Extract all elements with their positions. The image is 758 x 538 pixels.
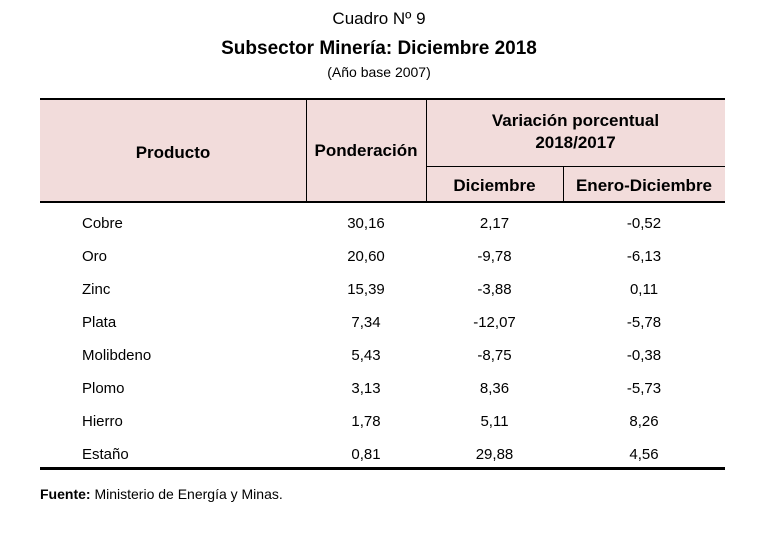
cell-diciembre: -8,75 [477,347,512,364]
cell-enero-diciembre: 8,26 [629,413,659,430]
cell-diciembre: 2,17 [479,215,510,232]
cell-producto: Plata [82,314,117,331]
header-variacion-line2: 2018/2017 [535,133,616,152]
cell-enero-diciembre: -6,13 [626,248,662,265]
cell-diciembre: -12,07 [473,314,516,331]
cell-enero-diciembre: -0,38 [626,347,662,364]
cell-enero-diciembre: 4,56 [629,446,659,463]
table-subtitle: (Año base 2007) [327,64,431,80]
table-row: Hierro 1,78 5,11 8,26 [40,407,725,440]
cell-ponderacion: 30,16 [347,215,385,232]
cell-diciembre: -3,88 [477,281,512,298]
cell-ponderacion: 20,60 [347,248,385,265]
header-divider [563,166,564,201]
table-row: Molibdeno 5,43 -8,75 -0,38 [40,341,725,374]
table-caption: Cuadro Nº 9 [332,9,426,28]
cell-producto: Hierro [82,413,123,430]
header-divider [426,100,427,201]
cell-ponderacion: 0,81 [351,446,381,463]
cell-producto: Oro [82,248,108,265]
table-row: Plomo 3,13 8,36 -5,73 [40,374,725,407]
cell-producto: Cobre [82,215,123,232]
cell-ponderacion: 1,78 [351,413,381,430]
table-header: Producto Ponderación Variación porcentua… [40,98,725,203]
header-divider [306,100,307,201]
table-row: Estaño 0,81 29,88 4,56 [40,440,725,473]
cell-producto: Estaño [82,446,129,463]
cell-producto: Plomo [82,380,125,397]
cell-enero-diciembre: -0,52 [626,215,662,232]
cell-enero-diciembre: -5,73 [626,380,662,397]
data-table: Producto Ponderación Variación porcentua… [40,98,725,470]
table-bottom-border [40,467,725,470]
cell-ponderacion: 15,39 [347,281,385,298]
cell-enero-diciembre: 0,11 [629,281,659,298]
cell-diciembre: 29,88 [475,446,514,463]
cell-ponderacion: 3,13 [351,380,381,397]
cell-ponderacion: 7,34 [351,314,381,331]
cell-ponderacion: 5,43 [351,347,381,364]
header-producto: Producto [135,143,211,162]
header-variacion-line1: Variación porcentual [491,111,660,130]
table-row: Plata 7,34 -12,07 -5,78 [40,308,725,341]
source-text: Ministerio de Energía y Minas. [90,486,283,502]
table-row: Oro 20,60 -9,78 -6,13 [40,242,725,275]
table-body: Cobre 30,16 2,17 -0,52 Oro 20,60 -9,78 -6,13 Zin… [40,209,725,473]
table-title: Subsector Minería: Diciembre 2018 [221,38,537,59]
cell-diciembre: 5,11 [480,413,509,430]
header-diciembre: Diciembre [453,176,536,195]
cell-diciembre: 8,36 [479,380,510,397]
header-divider [426,166,725,167]
table-row: Zinc 15,39 -3,88 0,11 [40,275,725,308]
source-note: Fuente: Ministerio de Energía y Minas. [40,486,283,502]
cell-enero-diciembre: -5,78 [626,314,662,331]
header-ponderacion: Ponderación [314,141,418,160]
cell-producto: Zinc [82,281,111,298]
table-row: Cobre 30,16 2,17 -0,52 [40,209,725,242]
header-enero-diciembre: Enero-Diciembre [575,176,713,195]
cell-diciembre: -9,78 [477,248,512,265]
source-label: Fuente: [40,486,91,502]
cell-producto: Molibdeno [82,347,152,364]
